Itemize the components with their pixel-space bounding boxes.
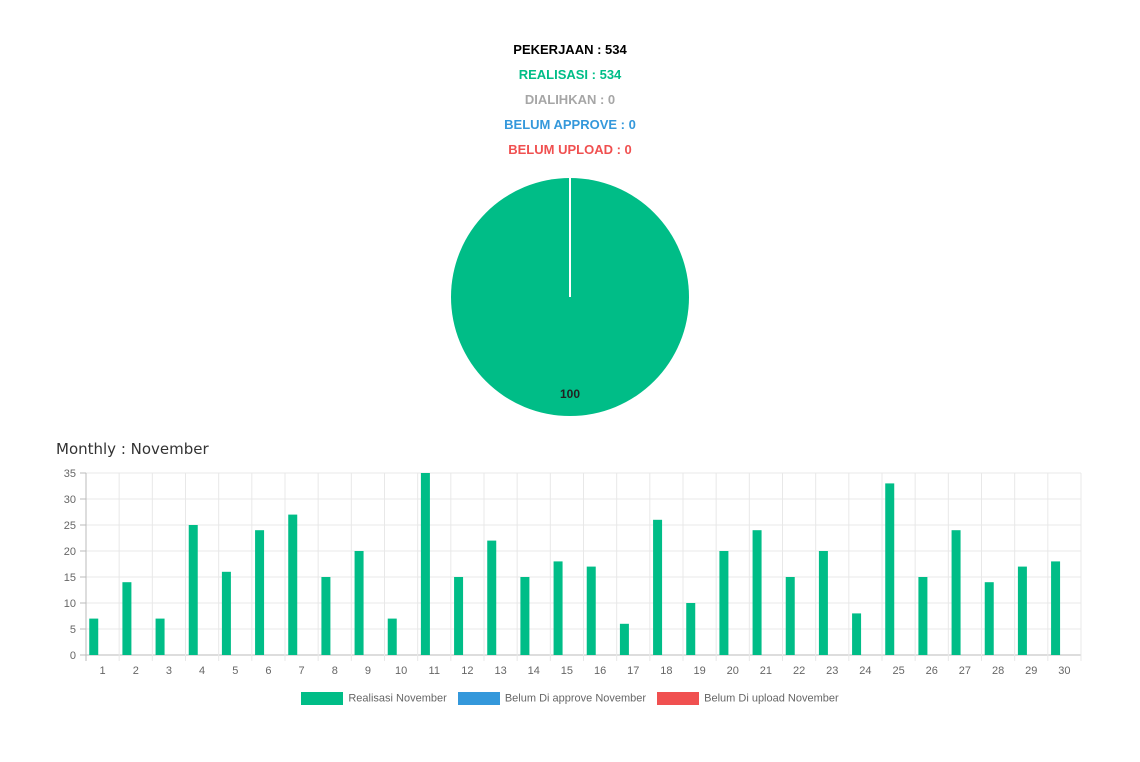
x-tick-label: 16 xyxy=(594,665,606,677)
y-tick-label: 5 xyxy=(70,624,76,636)
legend-label-belum-approve: Belum Di approve November xyxy=(504,692,647,705)
y-tick-label: 30 xyxy=(64,494,76,506)
bar-realisasi-november-12[interactable] xyxy=(454,577,464,655)
bar-realisasi-november-10[interactable] xyxy=(387,618,397,655)
y-tick-label: 15 xyxy=(64,572,76,584)
x-tick-label: 28 xyxy=(992,665,1004,677)
y-tick-label: 10 xyxy=(64,598,76,610)
x-tick-label: 12 xyxy=(461,665,473,677)
bar-realisasi-november-19[interactable] xyxy=(686,603,696,655)
bar-realisasi-november-20[interactable] xyxy=(719,551,729,655)
bar-realisasi-november-17[interactable] xyxy=(619,623,629,655)
x-tick-label: 21 xyxy=(760,665,772,677)
bar-realisasi-november-2[interactable] xyxy=(122,582,132,655)
x-tick-label: 2 xyxy=(133,665,139,677)
legend-label-belum-upload: Belum Di upload November xyxy=(704,692,839,705)
x-tick-label: 19 xyxy=(693,665,705,677)
x-tick-label: 15 xyxy=(561,665,573,677)
bar-realisasi-november-16[interactable] xyxy=(586,566,596,655)
x-tick-label: 29 xyxy=(1025,665,1037,677)
bar-realisasi-november-7[interactable] xyxy=(288,514,298,655)
x-tick-label: 20 xyxy=(727,665,739,677)
x-tick-label: 5 xyxy=(232,665,238,677)
bar-realisasi-november-23[interactable] xyxy=(818,551,828,655)
bar-realisasi-november-28[interactable] xyxy=(984,582,994,655)
bar-realisasi-november-15[interactable] xyxy=(553,561,563,655)
x-tick-label: 3 xyxy=(166,665,172,677)
x-tick-label: 10 xyxy=(395,665,407,677)
legend-swatch-realisasi xyxy=(301,692,344,705)
x-tick-label: 14 xyxy=(528,665,540,677)
x-tick-label: 9 xyxy=(365,665,371,677)
legend-swatch-belum-approve xyxy=(457,692,500,705)
legend-label-realisasi: Realisasi November xyxy=(348,692,447,705)
bar-realisasi-november-1[interactable] xyxy=(89,618,99,655)
bar-realisasi-november-14[interactable] xyxy=(520,577,530,655)
x-tick-label: 25 xyxy=(892,665,904,677)
summary-panel: PEKERJAAN : 534 REALISASI : 534 DIALIHKA… xyxy=(0,40,1140,165)
bar-realisasi-november-26[interactable] xyxy=(918,577,928,655)
x-tick-label: 8 xyxy=(332,665,338,677)
bar-realisasi-november-4[interactable] xyxy=(188,525,198,655)
x-tick-label: 26 xyxy=(926,665,938,677)
legend-item-belum-upload[interactable]: Belum Di upload November xyxy=(657,692,839,705)
bar-realisasi-november-29[interactable] xyxy=(1017,566,1027,655)
bar-realisasi-november-25[interactable] xyxy=(885,483,895,655)
bar-realisasi-november-22[interactable] xyxy=(785,577,795,655)
x-tick-label: 11 xyxy=(429,665,440,677)
x-tick-label: 4 xyxy=(199,665,205,677)
x-tick-label: 17 xyxy=(627,665,639,677)
bar-realisasi-november-21[interactable] xyxy=(752,530,762,655)
y-tick-label: 0 xyxy=(70,650,76,662)
x-tick-label: 7 xyxy=(299,665,305,677)
bar-realisasi-november-18[interactable] xyxy=(653,519,663,655)
belum-upload-total: BELUM UPLOAD : 0 xyxy=(508,142,632,157)
realisasi-total: REALISASI : 534 xyxy=(518,67,622,82)
x-tick-label: 1 xyxy=(100,665,106,677)
x-tick-label: 30 xyxy=(1058,665,1070,677)
legend-swatch-belum-upload xyxy=(657,692,700,705)
bar-realisasi-november-11[interactable] xyxy=(420,473,430,655)
y-tick-label: 20 xyxy=(64,546,76,558)
bar-realisasi-november-27[interactable] xyxy=(951,530,961,655)
pie-data-label: 100 xyxy=(560,387,580,401)
legend-item-realisasi[interactable]: Realisasi November xyxy=(301,692,447,705)
bar-realisasi-november-9[interactable] xyxy=(354,551,364,655)
bar-realisasi-november-13[interactable] xyxy=(487,540,497,655)
x-tick-label: 13 xyxy=(494,665,506,677)
bar-realisasi-november-8[interactable] xyxy=(321,577,331,655)
belum-approve-total: BELUM APPROVE : 0 xyxy=(504,117,636,132)
pie-chart: 100 xyxy=(451,178,689,416)
chart-legend: Realisasi November Belum Di approve Nove… xyxy=(0,692,1140,705)
bar-realisasi-november-24[interactable] xyxy=(852,613,862,655)
bar-realisasi-november-3[interactable] xyxy=(155,618,165,655)
legend-item-belum-approve[interactable]: Belum Di approve November xyxy=(457,692,647,705)
x-tick-label: 22 xyxy=(793,665,805,677)
x-tick-label: 6 xyxy=(265,665,271,677)
bar-realisasi-november-6[interactable] xyxy=(255,530,265,655)
x-tick-label: 27 xyxy=(959,665,971,677)
bar-realisasi-november-5[interactable] xyxy=(221,571,231,655)
x-tick-label: 23 xyxy=(826,665,838,677)
pekerjaan-total: PEKERJAAN : 534 xyxy=(513,42,627,57)
monthly-title: Monthly : November xyxy=(56,440,209,458)
y-tick-label: 35 xyxy=(64,468,76,480)
x-tick-label: 24 xyxy=(859,665,871,677)
bar-realisasi-november-30[interactable] xyxy=(1051,561,1061,655)
y-tick-label: 25 xyxy=(64,520,76,532)
dialihkan-total: DIALIHKAN : 0 xyxy=(524,92,616,107)
x-tick-label: 18 xyxy=(660,665,672,677)
